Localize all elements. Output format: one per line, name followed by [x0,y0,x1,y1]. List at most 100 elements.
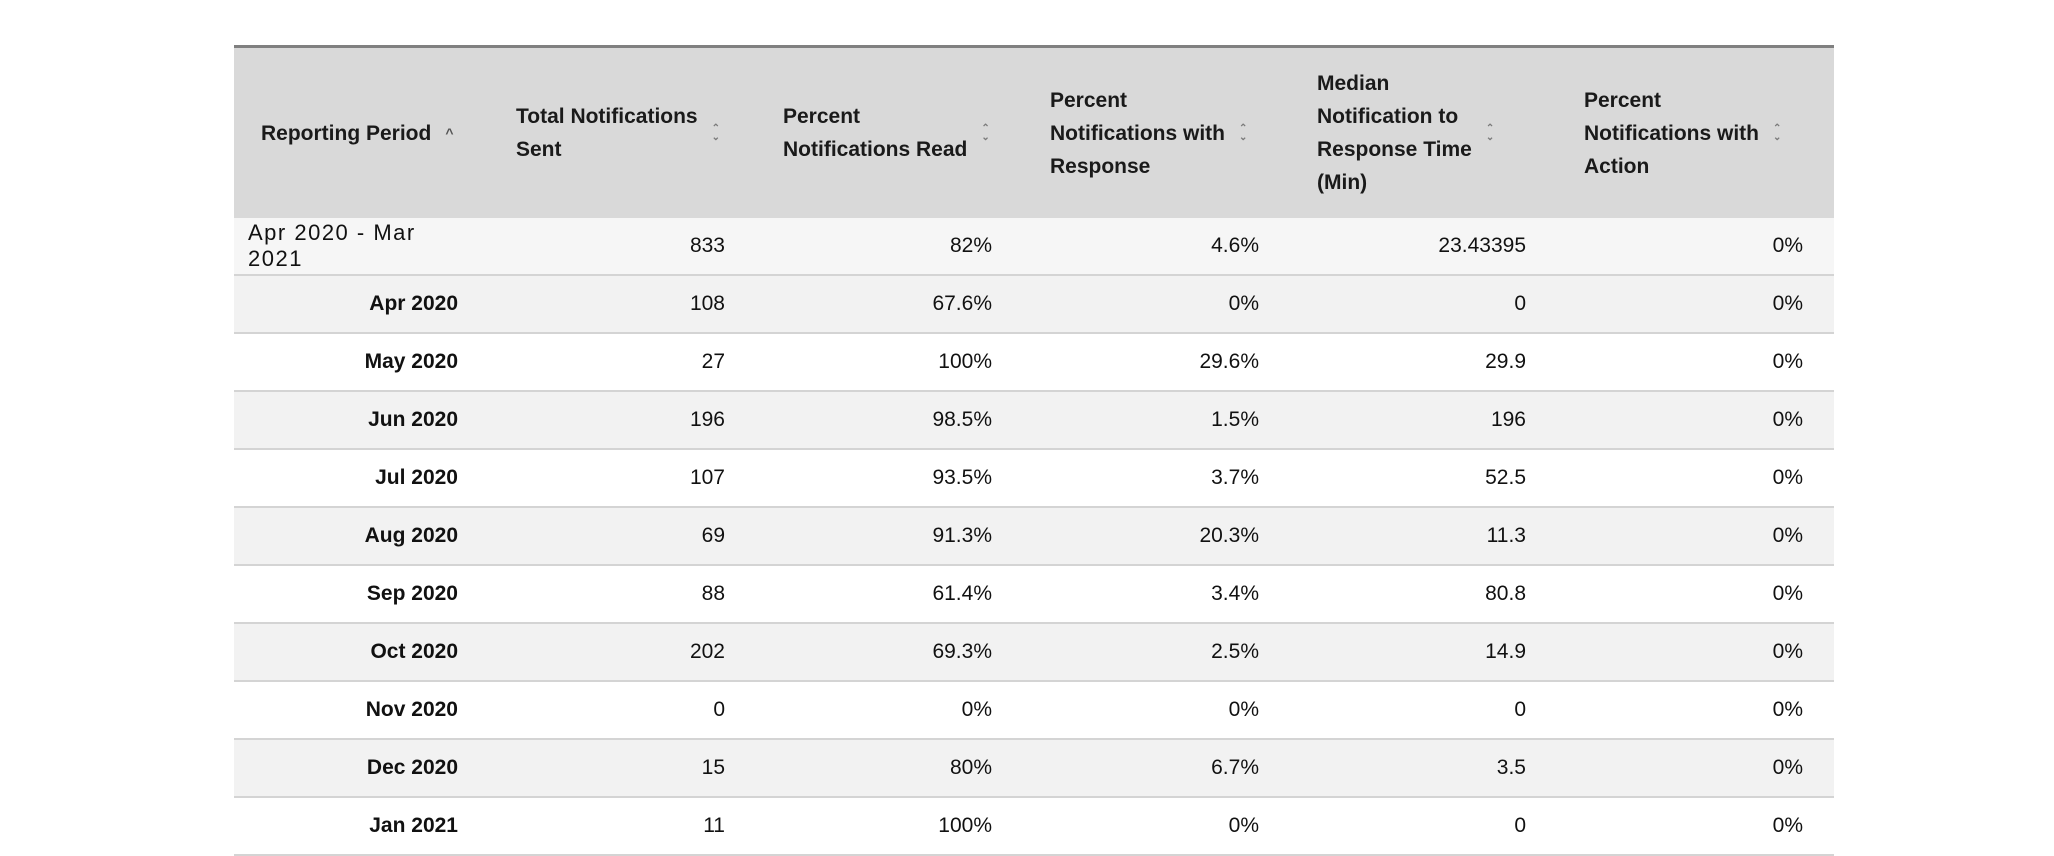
cell-pct-response: 1.5% [1023,391,1290,450]
cell-pct-read: 100% [756,797,1023,856]
table-row: Nov 2020 0 0% 0% 0 0% [234,681,1834,740]
table-row: May 2020 27 100% 29.6% 29.9 0% [234,333,1834,392]
header-label: Percent Notifications with Response [1050,88,1225,178]
cell-median-response-time: 3.5 [1290,739,1557,798]
cell-reporting-period: May 2020 [234,333,489,392]
cell-pct-response: 29.6% [1023,333,1290,392]
table-row: Jan 2021 11 100% 0% 0 0% [234,797,1834,856]
table-row: Oct 2020 202 69.3% 2.5% 14.9 0% [234,623,1834,682]
table-row: Jul 2020 107 93.5% 3.7% 52.5 0% [234,449,1834,508]
header-label: Median Notification to Response Time (Mi… [1317,72,1472,194]
cell-pct-action: 0% [1557,507,1834,566]
cell-median-response-time: 52.5 [1290,449,1557,508]
cell-pct-response: 2.5% [1023,623,1290,682]
cell-pct-action: 0% [1557,739,1834,798]
header-label: Percent Notifications Read [783,105,968,161]
cell-pct-response: 20.3% [1023,507,1290,566]
cell-pct-action: 0% [1557,681,1834,740]
cell-reporting-period: Apr 2020 - Mar 2021 [234,218,489,276]
cell-median-response-time: 29.9 [1290,333,1557,392]
header-median-response-time[interactable]: Median Notification to Response Time (Mi… [1290,45,1557,218]
cell-pct-read: 61.4% [756,565,1023,624]
cell-total-sent: 108 [489,275,756,334]
cell-pct-action: 0% [1557,449,1834,508]
cell-total-sent: 15 [489,739,756,798]
cell-pct-response: 3.7% [1023,449,1290,508]
cell-pct-read: 91.3% [756,507,1023,566]
sort-both-icon[interactable]: ⌃ ⌄ [1239,123,1248,143]
table-row: Sep 2020 88 61.4% 3.4% 80.8 0% [234,565,1834,624]
cell-reporting-period: Jun 2020 [234,391,489,450]
cell-median-response-time: 23.43395 [1290,218,1557,276]
cell-pct-action: 0% [1557,565,1834,624]
cell-median-response-time: 11.3 [1290,507,1557,566]
cell-median-response-time: 0 [1290,681,1557,740]
notifications-table-container: Reporting Period ^ Total Notifications S… [234,45,1834,856]
sort-both-icon[interactable]: ⌃ ⌄ [981,123,990,143]
table-row: Apr 2020 108 67.6% 0% 0 0% [234,275,1834,334]
cell-pct-response: 6.7% [1023,739,1290,798]
cell-pct-read: 69.3% [756,623,1023,682]
cell-median-response-time: 196 [1290,391,1557,450]
sort-both-icon[interactable]: ⌃ ⌄ [1485,123,1495,143]
cell-pct-read: 93.5% [756,449,1023,508]
cell-median-response-time: 0 [1290,797,1557,856]
cell-pct-response: 4.6% [1023,218,1290,276]
cell-total-sent: 27 [489,333,756,392]
table-row: Aug 2020 69 91.3% 20.3% 11.3 0% [234,507,1834,566]
cell-pct-read: 0% [756,681,1023,740]
cell-pct-response: 0% [1023,275,1290,334]
cell-pct-action: 0% [1557,275,1834,334]
sort-both-icon[interactable]: ⌃ ⌄ [1773,123,1782,143]
cell-pct-action: 0% [1557,797,1834,856]
cell-pct-read: 67.6% [756,275,1023,334]
header-total-notifications-sent[interactable]: Total Notifications Sent ⌃ ⌄ [489,45,756,218]
cell-reporting-period: Apr 2020 [234,275,489,334]
cell-total-sent: 0 [489,681,756,740]
chevron-up-icon[interactable]: ^ [445,125,454,141]
cell-total-sent: 88 [489,565,756,624]
table-body: Apr 2020 - Mar 2021 833 82% 4.6% 23.4339… [234,218,1834,856]
cell-reporting-period: Nov 2020 [234,681,489,740]
header-label: Percent Notifications with Action [1584,88,1759,178]
cell-pct-action: 0% [1557,218,1834,276]
cell-reporting-period: Jan 2021 [234,797,489,856]
cell-total-sent: 196 [489,391,756,450]
cell-total-sent: 11 [489,797,756,856]
header-label: Total Notifications Sent [516,105,698,161]
cell-reporting-period: Sep 2020 [234,565,489,624]
cell-reporting-period: Oct 2020 [234,623,489,682]
cell-pct-response: 0% [1023,797,1290,856]
header-percent-notifications-read[interactable]: Percent Notifications Read ⌃ ⌄ [756,45,1023,218]
cell-pct-read: 100% [756,333,1023,392]
cell-pct-action: 0% [1557,391,1834,450]
cell-total-sent: 69 [489,507,756,566]
cell-total-sent: 833 [489,218,756,276]
table-header: Reporting Period ^ Total Notifications S… [234,45,1834,218]
summary-row: Apr 2020 - Mar 2021 833 82% 4.6% 23.4339… [234,218,1834,276]
header-label: Reporting Period [261,121,432,145]
cell-reporting-period: Dec 2020 [234,739,489,798]
cell-pct-action: 0% [1557,333,1834,392]
header-percent-notifications-with-response[interactable]: Percent Notifications with Response ⌃ ⌄ [1023,45,1290,218]
table-row: Dec 2020 15 80% 6.7% 3.5 0% [234,739,1834,798]
cell-median-response-time: 0 [1290,275,1557,334]
cell-median-response-time: 14.9 [1290,623,1557,682]
table-row: Jun 2020 196 98.5% 1.5% 196 0% [234,391,1834,450]
cell-total-sent: 202 [489,623,756,682]
sort-both-icon[interactable]: ⌃ ⌄ [711,123,720,143]
cell-pct-read: 80% [756,739,1023,798]
cell-pct-action: 0% [1557,623,1834,682]
cell-pct-read: 82% [756,218,1023,276]
notifications-table: Reporting Period ^ Total Notifications S… [234,45,1834,856]
cell-reporting-period: Jul 2020 [234,449,489,508]
header-reporting-period[interactable]: Reporting Period ^ [234,45,489,218]
cell-pct-read: 98.5% [756,391,1023,450]
cell-pct-response: 0% [1023,681,1290,740]
cell-pct-response: 3.4% [1023,565,1290,624]
cell-reporting-period: Aug 2020 [234,507,489,566]
header-percent-notifications-with-action[interactable]: Percent Notifications with Action ⌃ ⌄ [1557,45,1834,218]
cell-median-response-time: 80.8 [1290,565,1557,624]
cell-total-sent: 107 [489,449,756,508]
header-row: Reporting Period ^ Total Notifications S… [234,45,1834,218]
